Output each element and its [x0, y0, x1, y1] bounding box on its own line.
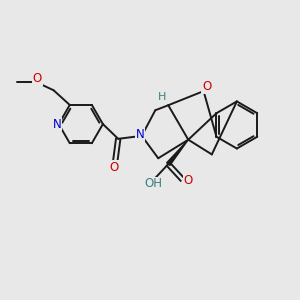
Text: O: O	[202, 80, 211, 93]
Text: N: N	[53, 118, 62, 130]
Text: OH: OH	[145, 177, 163, 190]
Text: O: O	[184, 174, 193, 188]
Text: O: O	[109, 160, 119, 174]
Text: H: H	[158, 92, 166, 102]
Text: N: N	[136, 128, 145, 141]
Text: O: O	[33, 72, 42, 85]
Polygon shape	[167, 140, 188, 165]
